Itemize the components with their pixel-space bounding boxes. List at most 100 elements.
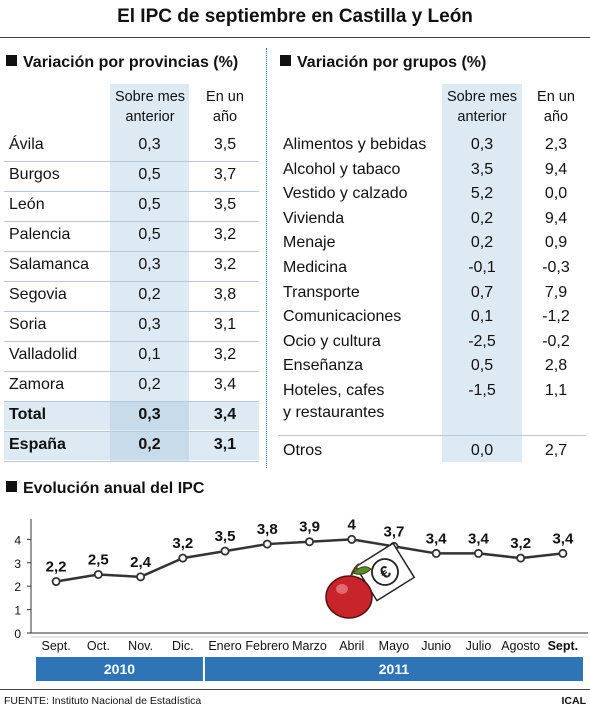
footer-credit: ICAL: [561, 695, 587, 707]
provincia-mes: 0,3: [138, 256, 161, 273]
data-label: 3,2: [510, 535, 531, 552]
row-divider: [278, 435, 586, 436]
provincia-anio: 3,2: [213, 346, 237, 363]
provincia-name: Burgos: [9, 166, 60, 183]
x-tick-label: Sept.: [548, 639, 579, 653]
col-mes-line2: anterior: [457, 109, 507, 125]
x-tick-label: Junio: [421, 639, 451, 653]
data-point: [93, 569, 103, 579]
grupos-heading-text: Variación por grupos (%): [297, 54, 487, 71]
data-label: 3,4: [552, 530, 574, 547]
grupo-mes: -0,1: [468, 259, 496, 276]
provincia-mes: 0,3: [138, 316, 161, 333]
provincias-col-mes: Sobre mes anterior: [104, 87, 196, 127]
total-row-band: [4, 432, 110, 460]
provincia-mes: 0,5: [138, 196, 161, 213]
provincias-heading: Variación por provincias (%): [6, 54, 238, 72]
chart-heading: Evolución anual del IPC: [6, 480, 204, 498]
row-divider: [4, 371, 259, 372]
x-tick-label: Enero: [208, 639, 241, 653]
provincia-mes: 0,2: [138, 286, 161, 303]
year-label: 2010: [104, 661, 135, 677]
grupo-anio: 7,9: [544, 283, 568, 301]
x-tick-label: Julio: [466, 639, 492, 653]
provincia-name: Soria: [9, 316, 47, 333]
grupo-mes: 0,0: [470, 442, 494, 459]
data-point: [347, 534, 357, 544]
provincia-anio: 3,4: [213, 406, 237, 423]
grupos-col-mes: Sobre mes anterior: [436, 87, 528, 127]
title-rule: [0, 37, 590, 38]
data-label: 3,5: [215, 528, 236, 545]
grupo-anio: 0,9: [544, 234, 568, 252]
provincia-mes: 0,3: [138, 136, 161, 153]
row-divider: [4, 191, 259, 192]
y-tick-label: 3: [14, 557, 21, 571]
grupo-anio: -0,2: [542, 332, 570, 350]
chart-title: Evolución anual del IPC: [23, 480, 205, 497]
grupo-anio: 2,3: [544, 136, 568, 153]
grupo-anio: 2,8: [544, 357, 568, 375]
data-point: [51, 577, 61, 587]
y-tick-label: 4: [14, 533, 21, 547]
data-point: [473, 548, 483, 558]
square-bullet-icon: [6, 55, 17, 66]
provincia-anio: 3,1: [213, 436, 237, 453]
provincia-name: Ávila: [9, 136, 44, 153]
data-label: 2,5: [88, 551, 109, 568]
grupo-mes: 5,2: [470, 185, 494, 203]
grupos-heading: Variación por grupos (%): [280, 54, 486, 72]
x-tick-label: Mayo: [379, 639, 410, 653]
year-band: [204, 657, 583, 681]
grupo-name: Otros: [283, 442, 323, 459]
footer-rule: [0, 689, 590, 690]
provincia-anio: 3,4: [213, 376, 237, 393]
grupo-name: Vivienda: [283, 209, 345, 227]
grupo-mes: 3,5: [470, 160, 494, 178]
grupo-anio: -1,2: [542, 308, 570, 326]
provincia-mes: 0,1: [138, 346, 161, 363]
y-tick-label: 1: [14, 604, 21, 618]
data-label: 2,4: [130, 554, 152, 571]
row-divider: [4, 401, 259, 402]
provincia-name: España: [9, 436, 66, 453]
grupo-name: Transporte: [283, 283, 360, 301]
provincia-mes: 0,5: [138, 226, 161, 243]
data-point: [304, 537, 314, 547]
x-tick-label: Marzo: [292, 639, 327, 653]
provincia-name: Salamanca: [9, 256, 90, 273]
grupo-anio: 0,0: [544, 185, 568, 203]
grupo-name: Alcohol y tabaco: [283, 160, 401, 178]
ipc-line-chart: 0 1 2 3 4 Sept. Oct. Nov. Dic. Enero Febrero Marzo A…: [14, 515, 588, 681]
grupos-mes-band: [442, 84, 522, 462]
data-point: [262, 539, 272, 549]
data-label: 2,2: [46, 559, 67, 576]
col-anio-line1: En un: [206, 89, 244, 105]
row-divider: [4, 251, 259, 252]
row-divider: [4, 311, 259, 312]
grupo-mes: 0,7: [470, 283, 494, 301]
provincia-anio: 3,5: [213, 196, 237, 213]
data-label: 3,4: [468, 530, 490, 547]
x-tick-label: Oct.: [87, 639, 110, 653]
grupo-name: Comunicaciones: [283, 308, 402, 326]
row-divider: [4, 341, 259, 342]
total-row-band: [110, 432, 189, 460]
grupo-anio: 1,1: [544, 382, 568, 399]
grupo-mes: 0,1: [470, 308, 494, 326]
provincia-anio: 3,1: [213, 316, 237, 333]
grupo-name-line2: y restaurantes: [283, 404, 385, 421]
grupo-mes: -2,5: [468, 332, 496, 350]
data-point: [516, 553, 526, 563]
footer-source: FUENTE: Instituto Nacional de Estadístic…: [4, 695, 202, 707]
provincia-mes: 0,3: [138, 406, 161, 423]
provincia-anio: 3,7: [213, 166, 237, 183]
grupo-name: Medicina: [283, 259, 348, 276]
row-divider: [4, 281, 259, 282]
data-label: 3,2: [172, 535, 193, 552]
data-label: 3,8: [257, 521, 278, 538]
square-bullet-icon: [280, 55, 291, 66]
provincia-name: León: [9, 196, 45, 213]
data-point: [558, 548, 568, 558]
total-row-band: [189, 402, 259, 430]
